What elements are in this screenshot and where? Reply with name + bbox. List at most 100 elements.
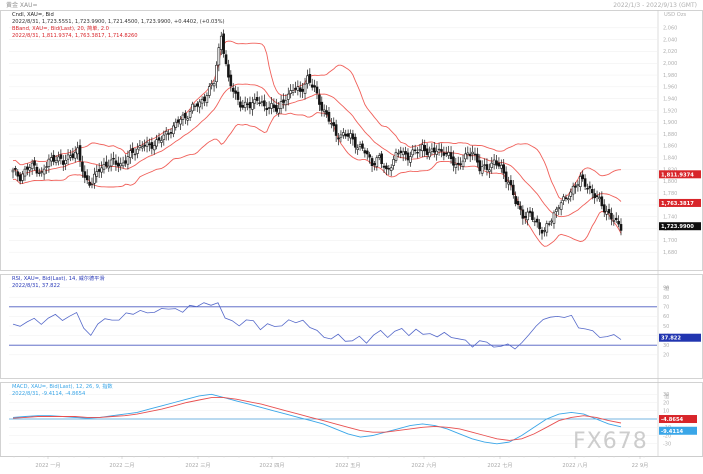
candle [363,147,367,158]
candle [504,166,508,189]
macd-header-line1: MACD, XAU=, Bid(Last), 12, 26, 9, 指数 [12,382,113,390]
candle-up-body [397,152,400,155]
candle-up-body [21,173,24,181]
candle-up-body [289,90,292,94]
candle [95,165,99,183]
candle-down-body [476,153,479,163]
candle [500,159,503,173]
candle-up-body [95,171,99,177]
candle-down-body [617,220,620,225]
candle-down-body [337,137,340,140]
candle-up-body [109,159,113,167]
candle [509,175,513,191]
candle [365,148,369,160]
candle [294,81,297,93]
rsi-series [12,302,622,350]
candle-down-body [619,224,623,231]
candle [602,199,606,217]
candle [160,135,163,148]
candle-down-body [203,96,206,102]
candle [301,82,304,98]
candle-down-body [88,181,91,186]
candle-up-body [428,152,431,158]
candle [193,103,197,111]
candle-up-body [471,151,474,154]
price-tick-label: 1,920 [663,108,677,114]
candle-up-body [557,207,561,209]
candle-down-body [131,148,134,153]
candle [227,59,230,82]
candle-down-body [353,136,357,148]
candle [66,149,70,165]
candle-down-body [574,185,577,188]
candle-down-body [614,217,618,221]
macd-axis-unit: 值 [664,392,669,400]
candle [567,195,570,204]
candle [389,164,393,177]
candle [253,93,257,109]
candle-down-body [18,174,22,182]
price-tag-box [659,222,701,231]
candle [387,165,391,175]
candle [167,129,170,141]
candle [83,165,87,184]
price-tick-label: 1,880 [663,132,677,138]
candle [282,93,285,109]
candle [327,106,331,125]
candle-down-body [313,85,316,88]
candle [45,162,48,174]
candle-up-body [284,100,288,106]
candle-up-body [100,167,103,173]
candle-down-body [81,161,84,172]
candle [318,89,321,111]
candle-up-body [576,183,580,187]
candle [356,144,359,155]
candle [571,182,575,201]
macd-tick-label: 10 [663,409,669,415]
candle-down-body [78,145,82,161]
candle-down-body [272,104,276,109]
candle [298,81,302,98]
candle-up-body [375,157,379,167]
candle [191,101,194,114]
candle [119,157,123,171]
candle [263,94,266,112]
candle-up-body [28,167,32,171]
candle-up-body [322,109,326,112]
candle-up-body [409,156,412,163]
candle-down-body [35,166,39,174]
candle-down-body [346,133,350,137]
candle [409,151,412,167]
candle-down-body [368,154,371,158]
candle [97,162,101,178]
candle [117,156,120,173]
candle [478,154,482,175]
candle-up-body [69,155,72,158]
macd-grid [9,394,657,444]
price-tick-label: 2,060 [663,26,677,32]
candle-up-body [102,164,106,170]
candle-up-body [579,176,582,187]
candle-down-body [33,160,36,166]
candle-down-body [473,153,477,156]
candle-down-body [425,148,429,155]
candle-up-body [464,153,467,160]
candle [174,118,178,131]
candle [16,169,20,182]
candle [126,150,130,170]
candle [54,155,58,166]
candle [468,147,472,163]
candle [576,180,580,192]
candle-down-body [440,149,443,152]
candle-down-body [112,157,115,160]
rsi-tick-label: 90 [663,285,669,291]
candle-down-body [361,143,364,149]
price-tick-label: 1,700 [663,238,677,244]
candle-down-body [514,196,517,205]
candle-up-body [461,160,465,167]
candle [401,147,405,162]
candle-up-body [73,151,77,159]
candle-down-body [114,160,118,165]
candle [332,117,336,132]
candle-up-body [286,93,290,100]
